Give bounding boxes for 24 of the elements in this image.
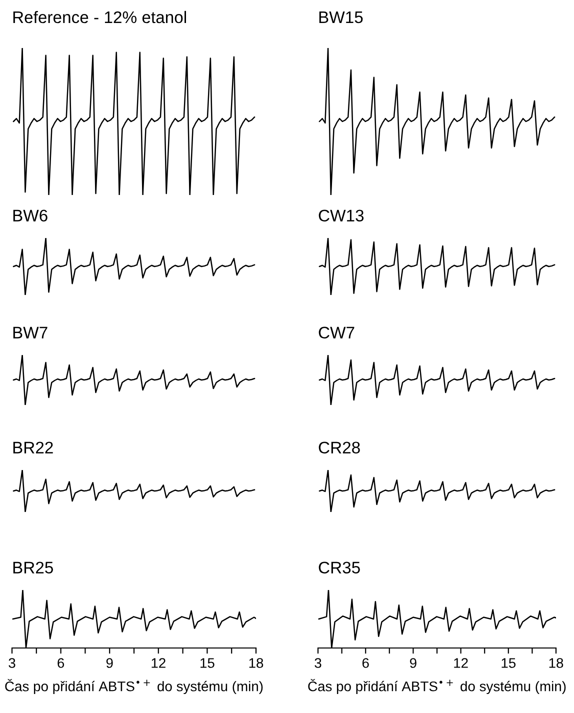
x-tick-label: 9 bbox=[106, 658, 113, 668]
x-tick-label: 6 bbox=[58, 658, 64, 668]
x-tick-label: 3 bbox=[314, 658, 322, 668]
chart-title: CR35 bbox=[318, 562, 360, 574]
chart-title: BW15 bbox=[319, 12, 363, 24]
x-tick-label: 12 bbox=[152, 658, 166, 668]
x-tick-label: 15 bbox=[502, 658, 516, 668]
x-tick-label: 12 bbox=[454, 658, 468, 668]
chart-title: CW7 bbox=[318, 326, 354, 338]
chart-title: CR28 bbox=[318, 442, 360, 454]
chart-title: CW13 bbox=[318, 210, 364, 222]
x-tick-label: 3 bbox=[8, 658, 16, 668]
chart-title: BR22 bbox=[13, 442, 53, 454]
chart-title: Reference - 12% etanol bbox=[13, 10, 186, 24]
x-tick-label: 6 bbox=[362, 658, 369, 668]
x-tick-label: 9 bbox=[410, 658, 416, 668]
chart-title: BW6 bbox=[13, 210, 48, 222]
x-tick-label: 15 bbox=[200, 658, 214, 668]
x-axis-title: Čas po přidání ABTS$^{•+}$ do systému (min) bbox=[308, 679, 566, 694]
chart-title: BW7 bbox=[13, 326, 48, 338]
x-tick-label: 18 bbox=[249, 658, 264, 668]
x-tick-label: 18 bbox=[549, 658, 564, 668]
x-axis-title: Čas po přidání ABTS$^{•+}$ do systému (min) bbox=[5, 679, 263, 694]
chart-title: BR25 bbox=[13, 562, 53, 574]
